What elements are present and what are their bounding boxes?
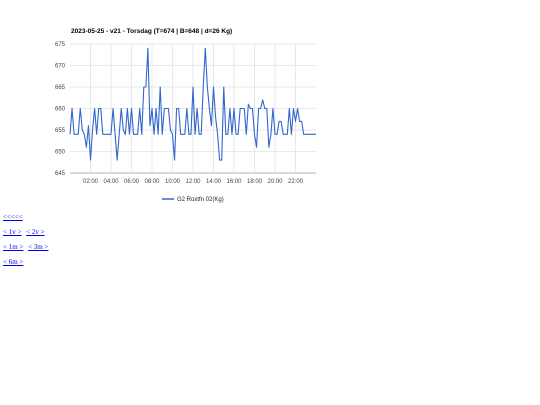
nav-row-4: < 6m > [3, 257, 51, 272]
nav-link-2v[interactable]: < 2v > [26, 228, 45, 236]
x-tick-label: 06:00 [124, 179, 140, 185]
x-tick-label: 02:00 [83, 179, 99, 185]
x-tick-label: 10:00 [165, 179, 181, 185]
y-tick-label: 650 [55, 150, 66, 156]
nav-link-back[interactable]: <<<<< [3, 213, 23, 221]
y-tick-labels: 645 650 655 660 665 670 675 [55, 42, 66, 177]
x-tick-labels: 02:00 04:00 06:00 08:00 10:00 12:00 14:00 16:00… [83, 179, 304, 185]
nav-row-2: < 1v > < 2v > [3, 227, 51, 242]
x-gridlines [90, 44, 296, 173]
nav-row-1: <<<<< [3, 212, 51, 227]
nav-link-6m[interactable]: < 6m > [3, 258, 24, 266]
chart-title: 2023-05-25 - v21 - Torsdag (T=674 | B=64… [71, 28, 232, 35]
series-line-g2-roxtfn [69, 47, 316, 161]
nav-link-1m[interactable]: < 1m > [3, 243, 24, 251]
nav-row-3: < 1m > < 3m > [3, 242, 51, 257]
y-tick-label: 660 [55, 107, 66, 113]
legend: G2 Roxtfn 02(Kg) [162, 197, 224, 203]
x-tick-label: 04:00 [103, 179, 119, 185]
y-tick-label: 675 [55, 42, 66, 48]
line-chart: 2023-05-25 - v21 - Torsdag (T=674 | B=64… [55, 28, 316, 203]
legend-label: G2 Roxtfn 02(Kg) [177, 197, 224, 203]
x-tick-label: 16:00 [226, 179, 242, 185]
y-tick-label: 665 [55, 85, 66, 91]
x-tick-label: 18:00 [247, 179, 263, 185]
x-tick-label: 20:00 [267, 179, 283, 185]
nav-link-3m[interactable]: < 3m > [28, 243, 49, 251]
nav-links: <<<<< < 1v > < 2v > < 1m > < 3m > < 6m > [3, 212, 51, 272]
y-tick-label: 670 [55, 64, 66, 70]
x-tick-label: 22:00 [288, 179, 304, 185]
y-tick-label: 645 [55, 171, 66, 177]
x-tick-label: 12:00 [185, 179, 201, 185]
x-tick-label: 08:00 [144, 179, 160, 185]
x-tick-label: 14:00 [206, 179, 222, 185]
y-tick-label: 655 [55, 128, 66, 134]
nav-link-1v[interactable]: < 1v > [3, 228, 22, 236]
